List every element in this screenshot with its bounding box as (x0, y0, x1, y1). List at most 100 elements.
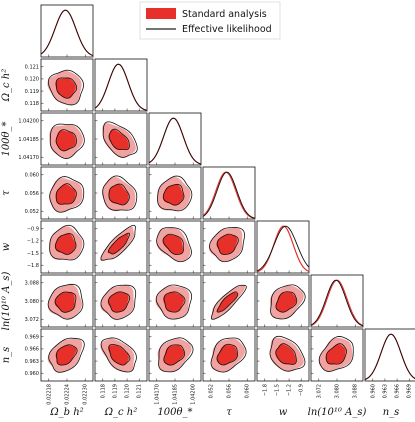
contour-effective-95 (157, 175, 193, 212)
marginal-effective-curve (148, 117, 202, 165)
contour-effective-95 (155, 284, 193, 320)
y-tick-label: 0.963 (25, 359, 39, 365)
x-axis-label-ns: n_s (383, 407, 400, 418)
contour-effective-95 (47, 283, 84, 320)
panel-4-0 (40, 220, 94, 274)
panel-4-2 (148, 220, 202, 274)
contour-effective-68 (162, 233, 184, 255)
y-axis-label-w: w (1, 242, 12, 251)
panel-4-1 (94, 220, 148, 274)
contour-effective-68 (54, 233, 77, 255)
x-tick-label: 3.072 (316, 384, 322, 398)
contour-effective-95 (47, 69, 84, 106)
panel-6-0 (40, 328, 94, 382)
y-tick-label: 1.04170 (18, 155, 39, 161)
panels-group: 0.121 0.120 0.119 0.118 Ω_c h² 1.04200 1.04185… (1, 4, 415, 418)
contour-effective-68 (55, 183, 77, 205)
x-axis-label-tau: τ (226, 407, 232, 418)
x-tick-label: 0.056 (227, 384, 233, 398)
marginal-effective-curve (310, 279, 364, 327)
y-tick-label: 1.04185 (18, 137, 39, 143)
panel-5-0 (40, 274, 94, 328)
contour-effective-95 (210, 284, 247, 320)
contour-effective-68 (216, 291, 239, 313)
contour-effective-68 (108, 291, 131, 313)
x-tick-label: 0.02224 (65, 384, 71, 405)
contour-effective-95 (49, 224, 85, 261)
contour-standard-68 (107, 233, 129, 254)
x-tick-label: 0.969 (407, 384, 413, 398)
marginal-standard-curve (202, 171, 256, 219)
contour-standard-68 (162, 234, 184, 255)
x-tick-label: −1.2 (287, 384, 293, 396)
contour-effective-68 (216, 343, 238, 366)
contour-effective-95 (102, 121, 138, 158)
x-tick-label: 0.960 (370, 384, 376, 398)
marginal-effective-curve (202, 171, 256, 219)
y-tick-label: −1.8 (27, 263, 39, 269)
y-tick-label: 0.960 (25, 371, 39, 377)
panel-6-3 (202, 328, 256, 382)
contour-effective-95 (270, 284, 306, 320)
x-tick-label: 0.02230 (83, 384, 89, 405)
panel-6-2 (148, 328, 202, 382)
x-tick-label: 3.080 (335, 384, 341, 398)
panel-3-3 (202, 166, 256, 220)
panel-5-3 (202, 274, 256, 328)
contour-effective-68 (56, 344, 78, 366)
contour-effective-68 (54, 291, 77, 313)
x-tick-label: 0.963 (382, 384, 388, 398)
x-tick-label: 0.120 (125, 384, 131, 398)
x-tick-label: 1.04185 (173, 384, 179, 405)
y-tick-label: −1.2 (27, 239, 39, 245)
x-tick-label: −1.8 (262, 384, 268, 396)
contour-standard-68 (55, 184, 76, 205)
marginal-effective-curve (40, 9, 94, 57)
panel-5-4 (256, 274, 310, 328)
contour-effective-95 (102, 175, 138, 211)
panel-3-0 (40, 166, 94, 220)
contour-standard-68 (325, 344, 346, 365)
y-tick-label: 3.072 (25, 317, 39, 323)
legend-label-standard: Standard analysis (182, 9, 267, 20)
contour-standard-68 (108, 129, 129, 151)
marginal-effective-curve (256, 225, 310, 272)
contour-effective-68 (325, 343, 347, 365)
panel-6-6 (364, 328, 415, 382)
panel-6-5 (310, 328, 364, 382)
panel-6-1 (94, 328, 148, 382)
y-tick-label: −1.5 (27, 251, 39, 257)
x-axis-label-omegab: Ω_b h² (49, 407, 83, 418)
contour-effective-95 (210, 337, 247, 373)
x-tick-label: −0.9 (299, 384, 305, 396)
y-tick-label: 0.966 (25, 347, 39, 353)
contour-effective-68 (107, 232, 130, 255)
contour-standard-68 (216, 292, 238, 313)
y-tick-label: 3.080 (25, 299, 39, 305)
panel-4-3 (202, 220, 256, 274)
y-tick-label: 0.052 (25, 209, 39, 215)
panel-3-2 (148, 166, 202, 220)
marginal-effective-curve (364, 333, 415, 380)
x-tick-label: 0.02218 (46, 384, 52, 405)
contour-effective-68 (162, 183, 185, 206)
contour-effective-68 (163, 291, 186, 313)
panel-1-1 (94, 58, 148, 112)
panel-frame (148, 112, 202, 166)
contour-effective-68 (275, 291, 298, 313)
contour-standard-68 (163, 345, 185, 366)
contour-standard-68 (55, 233, 76, 255)
y-axis-label-tau: τ (1, 190, 12, 196)
y-tick-label: 3.088 (25, 281, 39, 287)
contour-effective-95 (209, 227, 245, 263)
legend: Standard analysis Effective likelihood (139, 1, 281, 40)
y-tick-label: 1.04200 (18, 119, 39, 125)
x-tick-label: 0.966 (395, 384, 401, 398)
panel-5-5 (310, 274, 364, 328)
contour-standard-68 (55, 78, 76, 99)
marginal-effective-curve (94, 63, 148, 111)
panel-3-1 (94, 166, 148, 220)
y-tick-label: 0.060 (25, 173, 39, 179)
contour-effective-95 (156, 227, 192, 263)
